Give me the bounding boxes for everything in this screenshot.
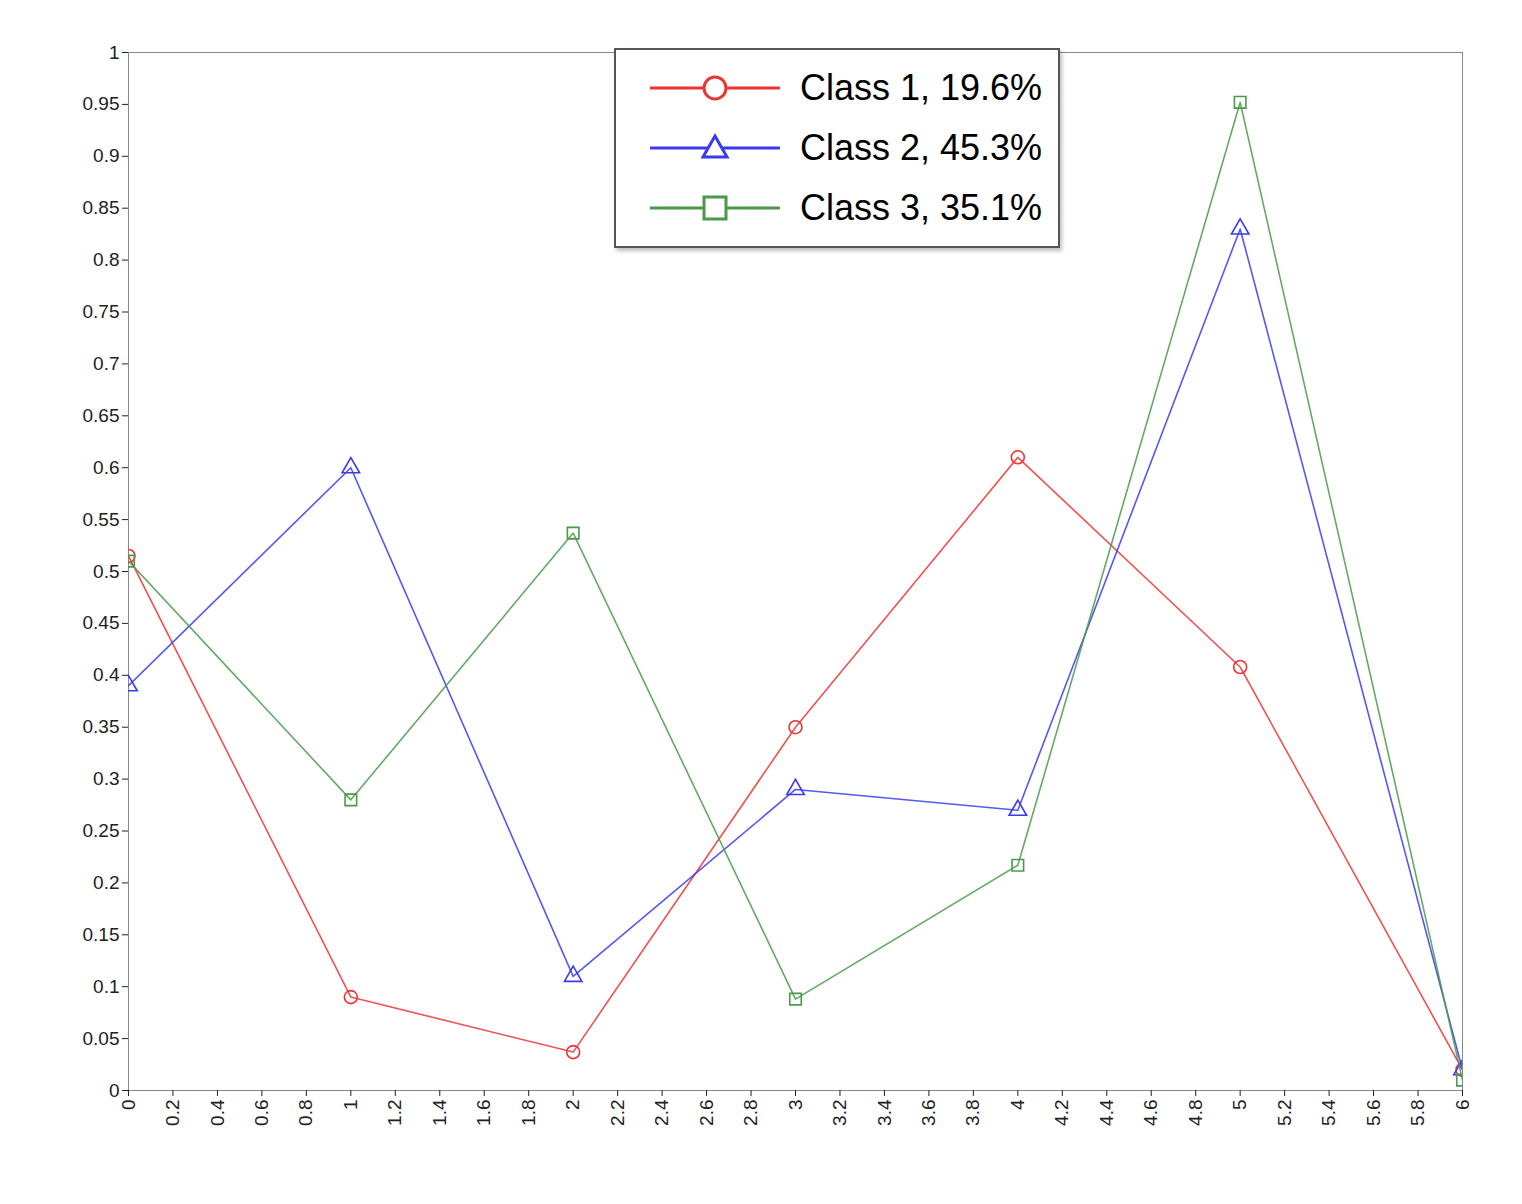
svg-text:3: 3 [785, 1100, 806, 1111]
svg-text:0.6: 0.6 [251, 1100, 272, 1126]
svg-text:0.1: 0.1 [93, 976, 119, 997]
svg-text:4.8: 4.8 [1185, 1100, 1206, 1126]
svg-text:0.45: 0.45 [83, 612, 120, 633]
svg-text:0.6: 0.6 [93, 457, 119, 478]
svg-text:0.75: 0.75 [83, 301, 120, 322]
svg-text:0.5: 0.5 [93, 561, 119, 582]
svg-text:5.4: 5.4 [1318, 1099, 1339, 1126]
svg-text:0: 0 [118, 1100, 139, 1111]
svg-text:0.2: 0.2 [162, 1100, 183, 1126]
svg-text:2.4: 2.4 [651, 1099, 672, 1126]
svg-text:4.2: 4.2 [1051, 1100, 1072, 1126]
html-text:Class 1, 19.6%: Class 1, 19.6% [800, 67, 1043, 108]
svg-text:0.2: 0.2 [93, 872, 119, 893]
svg-text:0.4: 0.4 [207, 1099, 228, 1126]
svg-text:3.4: 3.4 [874, 1099, 895, 1126]
svg-text:3.8: 3.8 [962, 1100, 983, 1126]
svg-text:6: 6 [1452, 1100, 1473, 1111]
svg-text:1.2: 1.2 [384, 1100, 405, 1126]
svg-text:1: 1 [109, 42, 120, 63]
svg-text:0.55: 0.55 [83, 509, 120, 530]
svg-text:5.8: 5.8 [1407, 1100, 1428, 1126]
svg-text:1.4: 1.4 [429, 1099, 450, 1126]
svg-text:0.25: 0.25 [83, 820, 120, 841]
svg-text:4: 4 [1007, 1099, 1028, 1110]
svg-text:4.4: 4.4 [1096, 1099, 1117, 1126]
svg-text:4.6: 4.6 [1140, 1100, 1161, 1126]
html-text:Class 2, 45.3%: Class 2, 45.3% [800, 127, 1043, 168]
svg-text:0.8: 0.8 [295, 1100, 316, 1126]
svg-text:0.8: 0.8 [93, 249, 119, 270]
svg-text:0.85: 0.85 [83, 197, 120, 218]
svg-text:0.65: 0.65 [83, 405, 120, 426]
svg-text:0.05: 0.05 [83, 1028, 120, 1049]
svg-text:0.35: 0.35 [83, 716, 120, 737]
svg-text:1.8: 1.8 [518, 1100, 539, 1126]
html-text:Class 3, 35.1%: Class 3, 35.1% [800, 187, 1043, 228]
svg-text:0.4: 0.4 [93, 664, 120, 685]
svg-text:0.95: 0.95 [83, 93, 120, 114]
svg-text:5: 5 [1229, 1100, 1250, 1111]
svg-text:5.2: 5.2 [1274, 1100, 1295, 1126]
svg-text:0.7: 0.7 [93, 353, 119, 374]
svg-text:1: 1 [340, 1100, 361, 1111]
svg-text:2.6: 2.6 [696, 1100, 717, 1126]
svg-text:0.15: 0.15 [83, 924, 120, 945]
svg-text:0: 0 [109, 1080, 120, 1101]
svg-text:0.3: 0.3 [93, 768, 119, 789]
svg-text:2: 2 [562, 1100, 583, 1111]
svg-text:1.6: 1.6 [473, 1100, 494, 1126]
svg-text:0.9: 0.9 [93, 145, 119, 166]
svg-text:2.8: 2.8 [740, 1100, 761, 1126]
svg-text:3.2: 3.2 [829, 1100, 850, 1126]
svg-text:3.6: 3.6 [918, 1100, 939, 1126]
svg-text:2.2: 2.2 [607, 1100, 628, 1126]
svg-text:5.6: 5.6 [1363, 1100, 1384, 1126]
